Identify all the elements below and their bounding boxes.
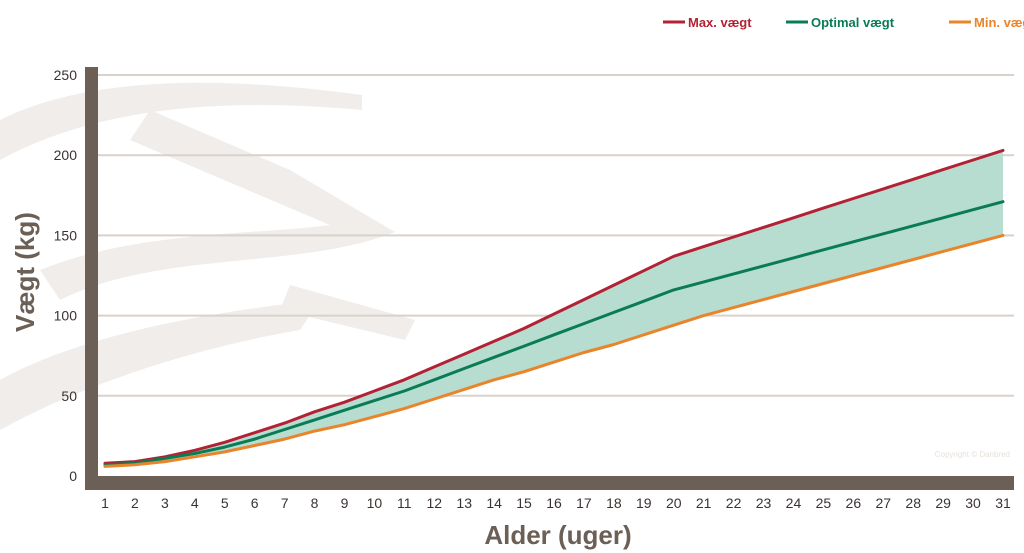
x-tick-label: 31 — [995, 495, 1011, 511]
x-tick-label: 26 — [846, 495, 862, 511]
y-tick-label: 0 — [69, 468, 77, 484]
x-tick-label: 27 — [875, 495, 891, 511]
x-tick-label: 19 — [636, 495, 652, 511]
x-tick-label: 1 — [101, 495, 109, 511]
x-tick-label: 5 — [221, 495, 229, 511]
series-lines — [103, 148, 1005, 468]
x-tick-label: 23 — [756, 495, 772, 511]
series-line — [103, 148, 1005, 465]
x-tick-label: 3 — [161, 495, 169, 511]
legend-label: Optimal vægt — [811, 15, 895, 30]
series-line — [103, 200, 1005, 467]
series-line — [103, 233, 1005, 468]
y-tick-label: 250 — [54, 67, 78, 83]
x-tick-label: 22 — [726, 495, 742, 511]
watermark-shape — [280, 285, 415, 340]
copyright-text: Copyright © Danbred — [935, 450, 1010, 459]
x-tick-label: 14 — [486, 495, 502, 511]
x-tick-label: 15 — [516, 495, 532, 511]
x-tick-label: 6 — [251, 495, 259, 511]
y-tick-label: 50 — [61, 388, 77, 404]
x-tick-label: 29 — [935, 495, 951, 511]
x-tick-label: 25 — [816, 495, 832, 511]
x-tick-labels: 1 2 3 4 5 6 7 8 9 10 11 12 13 14 15 16 17 18 19 20 21 22 23 24 2… — [101, 495, 1011, 511]
x-tick-label: 16 — [546, 495, 562, 511]
y-axis-title: Vægt (kg) — [10, 212, 40, 332]
y-tick-label: 150 — [54, 227, 78, 243]
watermark-shape — [0, 300, 320, 430]
x-tick-label: 10 — [367, 495, 383, 511]
x-tick-label: 12 — [426, 495, 442, 511]
axes — [85, 67, 1014, 490]
x-tick-label: 17 — [576, 495, 592, 511]
x-tick-label: 11 — [397, 495, 412, 511]
x-tick-label: 28 — [905, 495, 921, 511]
watermark-logo — [0, 82, 415, 430]
x-tick-label: 18 — [606, 495, 622, 511]
legend: Max. vægt Optimal vægt Min. vægt — [663, 15, 1024, 30]
min-max-band — [105, 150, 1003, 467]
x-axis-title: Alder (uger) — [484, 520, 631, 550]
y-tick-label: 200 — [54, 147, 78, 163]
x-tick-label: 21 — [696, 495, 712, 511]
y-tick-labels: 0 50 100 150 200 250 — [54, 67, 78, 484]
y-axis — [85, 67, 98, 490]
x-tick-label: 13 — [456, 495, 472, 511]
band-area — [105, 150, 1003, 467]
x-tick-label: 30 — [965, 495, 981, 511]
x-tick-label: 24 — [786, 495, 802, 511]
x-axis — [85, 476, 1014, 490]
x-tick-label: 20 — [666, 495, 682, 511]
y-tick-label: 100 — [54, 308, 78, 324]
x-tick-label: 4 — [191, 495, 199, 511]
x-tick-label: 7 — [281, 495, 289, 511]
legend-label: Max. vægt — [688, 15, 752, 30]
watermark-shape — [40, 110, 395, 300]
legend-label: Min. vægt — [974, 15, 1024, 30]
x-tick-label: 9 — [341, 495, 349, 511]
x-tick-label: 8 — [311, 495, 319, 511]
x-tick-label: 2 — [131, 495, 139, 511]
